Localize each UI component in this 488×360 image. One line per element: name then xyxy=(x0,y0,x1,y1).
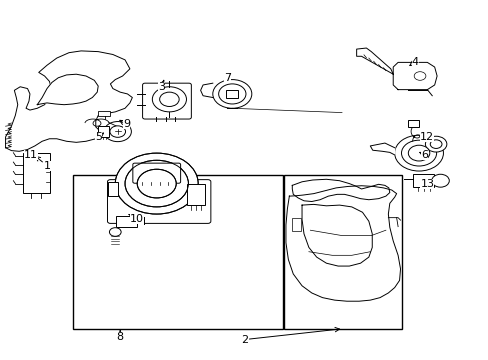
Bar xyxy=(98,126,109,137)
Circle shape xyxy=(110,126,125,137)
Circle shape xyxy=(137,169,176,198)
Circle shape xyxy=(429,140,441,148)
Circle shape xyxy=(159,92,179,107)
Bar xyxy=(108,182,118,196)
Bar xyxy=(98,111,110,116)
Polygon shape xyxy=(356,48,392,74)
Text: 3: 3 xyxy=(158,80,165,92)
Polygon shape xyxy=(285,186,400,301)
Text: 13: 13 xyxy=(420,179,433,189)
Text: 10: 10 xyxy=(129,214,144,224)
Bar xyxy=(412,174,433,187)
Circle shape xyxy=(407,145,429,161)
Circle shape xyxy=(413,72,425,80)
Polygon shape xyxy=(5,51,132,151)
Circle shape xyxy=(125,160,188,207)
Text: 11: 11 xyxy=(24,150,38,160)
Circle shape xyxy=(425,136,446,152)
FancyBboxPatch shape xyxy=(107,180,210,224)
Text: 9: 9 xyxy=(120,120,130,129)
Circle shape xyxy=(218,84,245,104)
Circle shape xyxy=(115,153,198,214)
Circle shape xyxy=(431,174,448,187)
Circle shape xyxy=(394,135,443,171)
Circle shape xyxy=(152,87,186,112)
Text: 5: 5 xyxy=(95,132,103,142)
Text: 2: 2 xyxy=(241,327,339,345)
Text: 6: 6 xyxy=(419,150,427,160)
Text: 8: 8 xyxy=(116,330,123,342)
Polygon shape xyxy=(37,74,98,105)
Bar xyxy=(186,184,205,205)
Bar xyxy=(23,153,50,193)
Polygon shape xyxy=(292,179,389,202)
FancyBboxPatch shape xyxy=(142,83,191,119)
Bar xyxy=(292,219,301,231)
Circle shape xyxy=(104,122,131,141)
Bar xyxy=(73,175,282,329)
FancyBboxPatch shape xyxy=(133,163,180,183)
Bar xyxy=(226,90,238,98)
Text: 1: 1 xyxy=(36,157,50,171)
Text: 7: 7 xyxy=(224,73,230,83)
Polygon shape xyxy=(302,204,371,266)
Bar xyxy=(407,121,418,127)
Circle shape xyxy=(401,140,436,166)
Polygon shape xyxy=(369,143,394,155)
Circle shape xyxy=(109,228,121,236)
Bar xyxy=(284,175,401,329)
Polygon shape xyxy=(392,62,436,90)
Bar xyxy=(116,216,137,226)
Text: 12: 12 xyxy=(419,132,433,142)
Text: 4: 4 xyxy=(409,57,418,67)
Circle shape xyxy=(212,80,251,108)
